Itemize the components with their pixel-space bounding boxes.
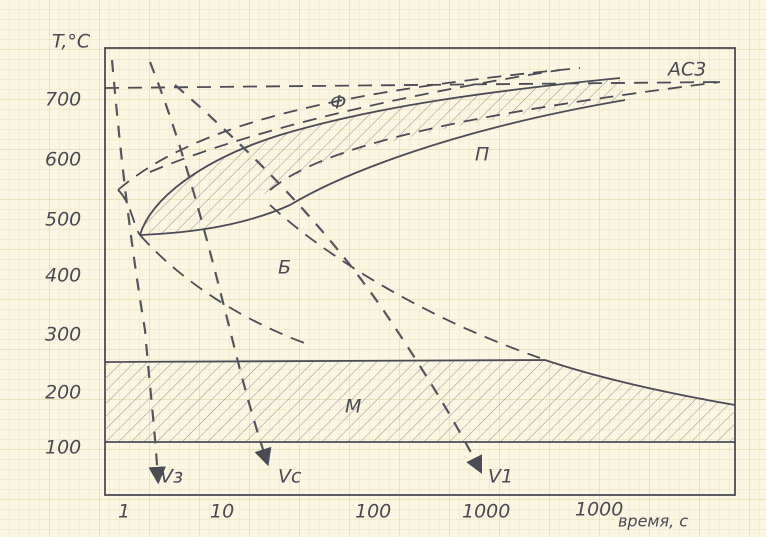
start-curve [139,77,621,236]
ac3-line [104,81,721,89]
y-tick-label: 400 [45,265,81,287]
x-tick-label: 1 [118,501,130,523]
cooling-v1 [174,84,482,474]
y-tick-label: 700 [45,89,81,111]
cooling-v3 [110,59,166,485]
bainite-start [139,234,311,346]
ac3-label: AC3 [666,59,706,81]
ferrite-line-lower [117,189,141,236]
dashed-upper [149,69,561,173]
region-label: М [345,396,361,418]
finish-curve [139,99,626,236]
x-tick-label: 100 [355,501,391,523]
y-axis-label: T,°C [52,31,91,53]
y-tick-label: 600 [45,149,81,171]
region-label: П [475,144,489,166]
ferrite-line [117,67,581,191]
cooling-label: Vз [160,466,183,488]
cooling-label: Vс [278,466,302,488]
y-tick-label: 200 [45,382,81,404]
bainite-finish [269,204,541,359]
x-tick-label: 1000 [575,499,623,521]
pearlite-zone [140,78,625,235]
x-tick-label: 1000 [462,501,510,523]
x-tick-label: 10 [210,501,234,523]
y-tick-label: 500 [45,209,81,231]
martensite-zone [105,360,735,442]
y-tick-label: 100 [45,437,81,459]
ms-line [104,359,736,406]
dashed-lower [269,81,721,191]
x-axis-label: время, с [618,512,688,531]
y-tick-label: 300 [45,324,81,346]
cooling-label: V1 [488,466,513,488]
cooling-vc [148,61,272,467]
region-label: Б [278,257,291,279]
plot-frame [104,47,736,496]
region-label: Ф [330,92,346,114]
